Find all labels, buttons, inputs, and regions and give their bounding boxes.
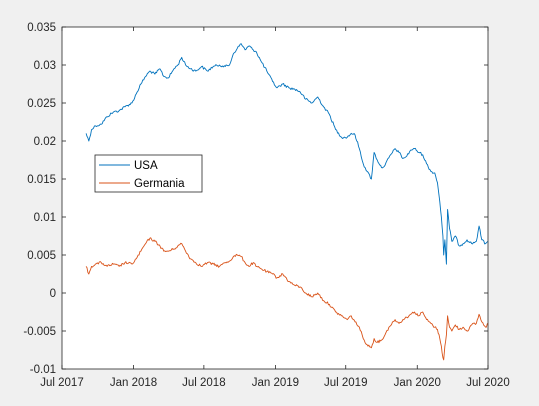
y-tick-label: 0.035 <box>27 22 56 34</box>
y-tick-label: -0.01 <box>30 364 56 376</box>
x-tick-label: Jul 2018 <box>182 377 225 389</box>
y-tick-label: 0.02 <box>34 136 56 148</box>
x-tick-label: Jan 2019 <box>252 377 299 389</box>
x-tick-label: Jul 2017 <box>40 377 83 389</box>
x-tick-label: Jan 2018 <box>110 377 157 389</box>
y-tick-label: 0.03 <box>34 60 56 72</box>
series-line-usa <box>85 43 489 265</box>
y-tick-label: 0.01 <box>34 212 56 224</box>
y-tick-label: 0.015 <box>27 174 56 186</box>
y-tick-label: -0.005 <box>23 326 56 338</box>
series-line-germania <box>85 237 489 361</box>
legend-label-usa: USA <box>134 160 158 172</box>
legend-box <box>94 154 203 193</box>
axes-background <box>62 27 488 369</box>
x-tick-label: Jul 2020 <box>466 377 509 389</box>
series-layer <box>85 43 489 361</box>
x-tick-label: Jan 2020 <box>394 377 441 389</box>
y-tick-label: 0.025 <box>27 98 56 110</box>
legend-label-germania: Germania <box>134 178 185 190</box>
y-tick-label: 0 <box>50 288 56 300</box>
legend[interactable]: USA Germania <box>94 154 203 193</box>
y-tick-label: 0.005 <box>27 250 56 262</box>
x-tick-label: Jul 2019 <box>324 377 367 389</box>
ticks-layer: -0.01 -0.005 0 0.005 0.01 0.015 0.02 0.025 0.03 0… <box>23 22 509 389</box>
